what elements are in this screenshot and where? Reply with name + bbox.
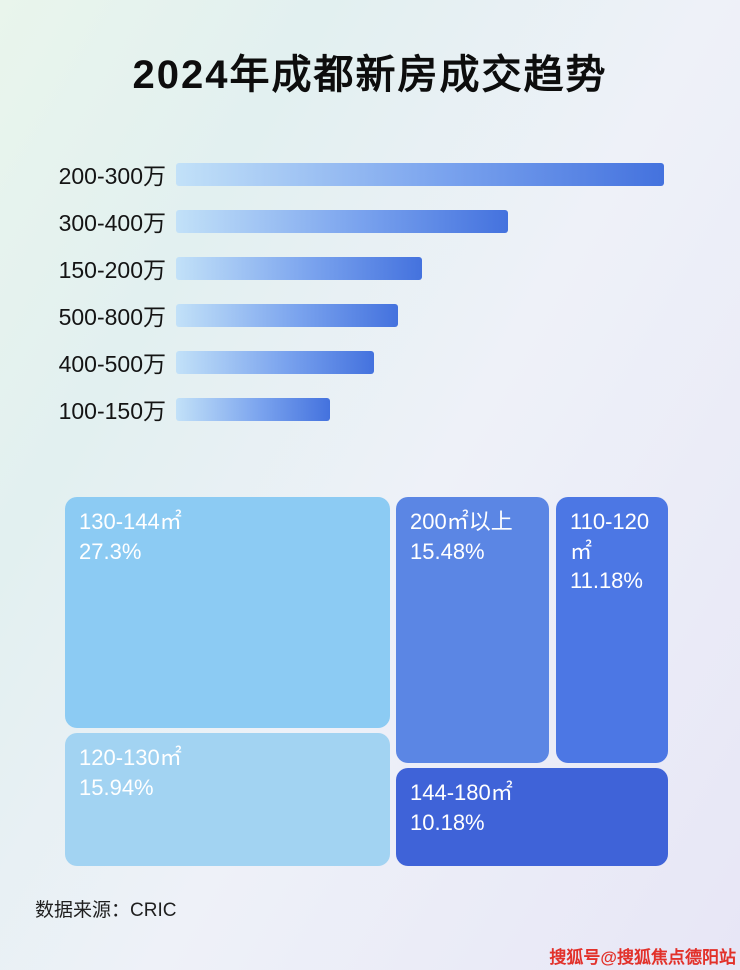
treemap-label: 120-130㎡ [79, 745, 182, 770]
bar-label: 500-800万 [58, 304, 166, 330]
bar-label: 300-400万 [58, 210, 166, 236]
price-range-bar-chart: 200-300万 300-400万 150-200万 500-800万 400-… [58, 162, 740, 424]
bar-track [176, 209, 664, 233]
bar-track [176, 256, 664, 280]
bar-label: 100-150万 [58, 398, 166, 424]
bar-row: 150-200万 [58, 256, 740, 283]
bar-fill [176, 397, 330, 421]
treemap-box-144-180: 144-180㎡ 10.18% [396, 768, 668, 866]
bar-label: 200-300万 [58, 163, 166, 189]
area-size-treemap: 130-144㎡ 27.3% 120-130㎡ 15.94% 200㎡以上 15… [65, 497, 668, 869]
treemap-box-130-144: 130-144㎡ 27.3% [65, 497, 390, 728]
treemap-label: 144-180㎡ [410, 780, 513, 805]
bar-label: 150-200万 [58, 257, 166, 283]
treemap-box-120-130: 120-130㎡ 15.94% [65, 733, 390, 866]
treemap-percent: 15.48% [410, 538, 485, 564]
bar-row: 400-500万 [58, 350, 740, 377]
bar-fill [176, 209, 508, 233]
treemap-percent: 11.18% [570, 568, 643, 594]
bar-fill [176, 303, 398, 327]
bar-track [176, 162, 664, 186]
bar-track [176, 303, 664, 327]
treemap-box-110-120: 110-120㎡ 11.18% [556, 497, 668, 763]
bar-label: 400-500万 [58, 351, 166, 377]
bar-row: 100-150万 [58, 397, 740, 424]
page-title: 2024年成都新房成交趋势 [132, 53, 608, 97]
bar-row: 500-800万 [58, 303, 740, 330]
data-source: 数据来源：CRIC [35, 900, 177, 921]
bar-fill [176, 162, 664, 186]
bar-row: 300-400万 [58, 209, 740, 236]
bar-fill [176, 350, 375, 374]
treemap-percent: 27.3% [79, 538, 142, 564]
treemap-percent: 15.94% [79, 774, 154, 800]
treemap-label: 130-144㎡ [79, 509, 182, 534]
treemap-label: 110-120㎡ [570, 509, 650, 564]
bar-track [176, 350, 664, 374]
bar-track [176, 397, 664, 421]
watermark: 搜狐号@搜狐焦点德阳站 [549, 948, 736, 967]
treemap-percent: 10.18% [410, 809, 485, 835]
treemap-label: 200㎡以上 [410, 509, 513, 534]
treemap-box-200-plus: 200㎡以上 15.48% [396, 497, 549, 763]
bar-fill [176, 256, 423, 280]
bar-row: 200-300万 [58, 162, 740, 189]
